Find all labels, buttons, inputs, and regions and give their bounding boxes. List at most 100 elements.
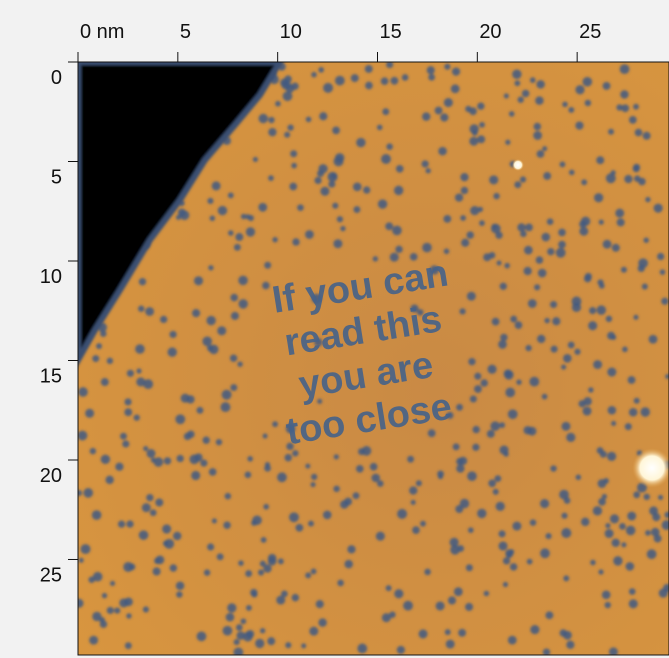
surface-dot bbox=[518, 97, 524, 103]
surface-dot bbox=[593, 506, 602, 515]
surface-dot bbox=[92, 612, 101, 621]
surface-dot bbox=[542, 394, 548, 400]
surface-dot bbox=[459, 308, 465, 314]
surface-dot bbox=[381, 154, 391, 164]
surface-dot bbox=[207, 543, 214, 550]
surface-dot bbox=[377, 125, 383, 131]
surface-dot bbox=[177, 455, 184, 462]
surface-dot bbox=[262, 282, 270, 290]
surface-dot bbox=[602, 494, 607, 499]
surface-dot bbox=[489, 175, 498, 184]
surface-dot bbox=[585, 273, 592, 280]
surface-dot bbox=[530, 77, 536, 83]
surface-dot bbox=[353, 206, 360, 213]
surface-dot bbox=[443, 215, 451, 223]
surface-dot bbox=[536, 80, 545, 89]
surface-dot bbox=[657, 253, 664, 260]
surface-dot bbox=[561, 364, 566, 369]
surface-dot bbox=[607, 452, 616, 461]
surface-dot bbox=[451, 84, 460, 93]
surface-dot bbox=[284, 132, 290, 138]
bright-spot bbox=[512, 159, 524, 171]
surface-dot bbox=[78, 431, 88, 441]
surface-dot bbox=[226, 613, 235, 622]
surface-dot bbox=[285, 642, 291, 648]
surface-dot bbox=[222, 390, 232, 400]
surface-dot bbox=[497, 260, 502, 265]
surface-dot bbox=[272, 421, 278, 427]
surface-dot bbox=[563, 631, 572, 640]
surface-dot bbox=[470, 206, 479, 215]
surface-dot bbox=[139, 530, 149, 540]
surface-dot bbox=[436, 601, 445, 610]
surface-dot bbox=[484, 591, 490, 597]
surface-dot bbox=[468, 527, 474, 533]
surface-dot bbox=[420, 521, 426, 527]
surface-dot bbox=[528, 299, 537, 308]
surface-dot bbox=[305, 572, 311, 578]
surface-dot bbox=[500, 283, 507, 290]
surface-dot bbox=[503, 582, 508, 587]
surface-dot bbox=[529, 377, 539, 387]
surface-dot bbox=[629, 408, 638, 417]
surface-dot bbox=[638, 265, 645, 272]
surface-dot bbox=[645, 530, 651, 536]
surface-dot bbox=[233, 647, 243, 657]
surface-dot bbox=[550, 465, 556, 471]
surface-dot bbox=[424, 569, 431, 576]
surface-dot bbox=[340, 226, 345, 231]
surface-dot bbox=[472, 444, 479, 451]
surface-dot bbox=[340, 500, 348, 508]
surface-dot bbox=[596, 156, 604, 164]
surface-dot bbox=[621, 104, 629, 112]
surface-dot bbox=[208, 265, 213, 270]
surface-dot bbox=[545, 533, 551, 539]
surface-dot bbox=[176, 581, 185, 590]
surface-dot bbox=[245, 570, 252, 577]
surface-dot bbox=[493, 489, 499, 495]
surface-dot bbox=[180, 210, 190, 220]
figure: If you canread thisyou aretoo close 0 nm… bbox=[0, 0, 669, 658]
surface-dot bbox=[561, 528, 571, 538]
surface-dot bbox=[323, 83, 333, 93]
surface-dot bbox=[477, 135, 485, 143]
surface-dot bbox=[377, 480, 384, 487]
surface-dot bbox=[305, 464, 310, 469]
surface-dot bbox=[514, 80, 520, 86]
surface-dot bbox=[481, 379, 488, 386]
surface-dot bbox=[234, 244, 241, 251]
surface-dot bbox=[126, 613, 131, 618]
surface-dot bbox=[142, 503, 151, 512]
surface-dot bbox=[542, 146, 547, 151]
surface-dot bbox=[454, 587, 463, 596]
surface-dot bbox=[164, 457, 171, 464]
surface-dot bbox=[626, 526, 636, 536]
surface-dot bbox=[469, 124, 478, 133]
surface-dot bbox=[660, 269, 666, 275]
surface-dot bbox=[658, 495, 663, 500]
surface-dot bbox=[524, 267, 532, 275]
surface-dot bbox=[467, 471, 477, 481]
surface-dot bbox=[446, 640, 455, 649]
surface-dot bbox=[344, 560, 352, 568]
surface-dot bbox=[629, 599, 638, 608]
surface-dot bbox=[448, 596, 456, 604]
surface-dot bbox=[272, 237, 277, 242]
surface-dot bbox=[512, 522, 521, 531]
surface-dot bbox=[465, 603, 473, 611]
surface-dot bbox=[624, 175, 632, 183]
surface-dot bbox=[440, 113, 448, 121]
surface-dot bbox=[607, 368, 616, 377]
surface-dot bbox=[334, 156, 344, 166]
surface-dot bbox=[474, 373, 481, 380]
surface-dot bbox=[101, 455, 110, 464]
surface-dot bbox=[218, 206, 227, 215]
surface-dot bbox=[645, 197, 650, 202]
surface-dot bbox=[654, 204, 663, 213]
surface-dot bbox=[276, 596, 285, 605]
surface-dot bbox=[509, 111, 515, 117]
surface-dot bbox=[644, 494, 650, 500]
surface-dot bbox=[460, 215, 466, 221]
surface-dot bbox=[560, 162, 566, 168]
surface-dot bbox=[558, 241, 566, 249]
